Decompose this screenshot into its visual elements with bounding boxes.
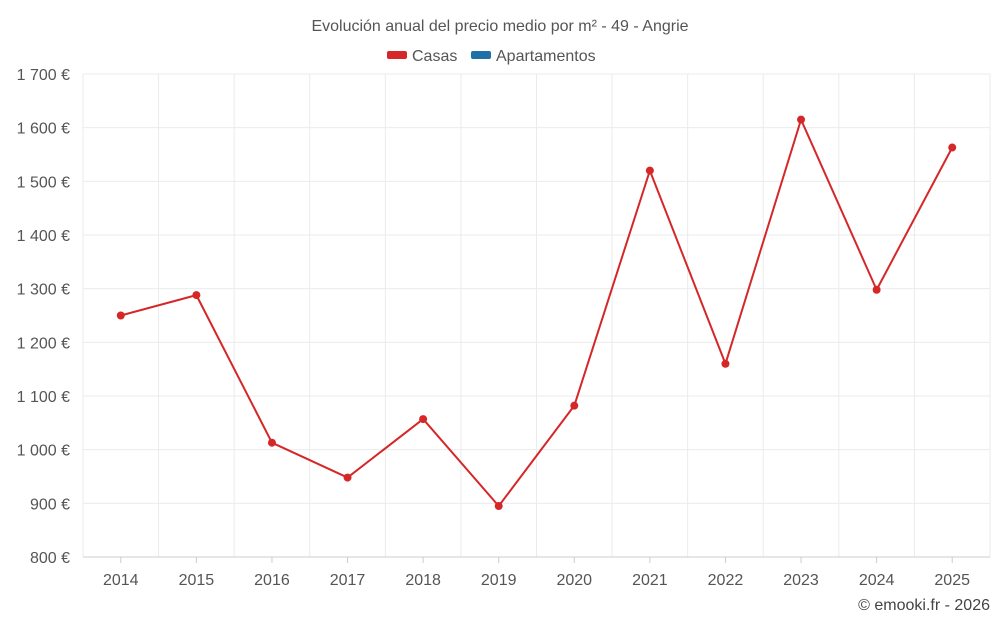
y-tick-label: 1 700 € xyxy=(17,67,70,84)
x-tick-label: 2019 xyxy=(481,572,517,589)
y-tick-label: 1 300 € xyxy=(17,282,70,299)
data-point[interactable] xyxy=(570,401,579,410)
x-tick-label: 2016 xyxy=(254,572,290,589)
data-point[interactable] xyxy=(872,285,881,294)
x-tick-label: 2023 xyxy=(783,572,819,589)
y-tick-label: 900 € xyxy=(30,496,70,513)
series-casas xyxy=(116,115,957,511)
x-tick-label: 2020 xyxy=(556,572,592,589)
data-point[interactable] xyxy=(419,415,428,424)
data-point[interactable] xyxy=(343,473,352,482)
y-tick-label: 1 200 € xyxy=(17,335,70,352)
data-point[interactable] xyxy=(948,143,957,152)
y-tick-label: 1 400 € xyxy=(17,228,70,245)
axes: 800 € 900 € 1 000 € 1 100 € 1 200 € 1 300 € 1 … xyxy=(17,67,990,589)
data-point[interactable] xyxy=(645,166,654,175)
data-point[interactable] xyxy=(797,115,806,124)
data-point[interactable] xyxy=(494,502,503,511)
x-tick-label: 2015 xyxy=(179,572,215,589)
x-tick-label: 2024 xyxy=(859,572,895,589)
data-point[interactable] xyxy=(267,438,276,447)
legend: Casas Apartamentos xyxy=(387,48,596,65)
y-tick-label: 1 500 € xyxy=(17,174,70,191)
legend-label-casas: Casas xyxy=(412,48,457,65)
series-line xyxy=(120,118,954,508)
data-point[interactable] xyxy=(721,359,730,368)
legend-label-apartamentos: Apartamentos xyxy=(496,48,596,65)
grid xyxy=(82,73,991,557)
y-tick-label: 1 100 € xyxy=(17,389,70,406)
y-tick-label: 1 000 € xyxy=(17,443,70,460)
x-tick-label: 2021 xyxy=(632,572,668,589)
x-tick-label: 2014 xyxy=(103,572,139,589)
data-point[interactable] xyxy=(192,291,201,300)
x-tick-label: 2022 xyxy=(708,572,744,589)
data-point[interactable] xyxy=(116,311,125,320)
y-tick-label: 1 600 € xyxy=(17,121,70,138)
x-tick-label: 2018 xyxy=(405,572,441,589)
legend-item-apartamentos[interactable]: Apartamentos xyxy=(471,48,596,65)
legend-item-casas[interactable]: Casas xyxy=(387,48,457,65)
y-tick-label: 800 € xyxy=(30,550,70,567)
legend-swatch-casas xyxy=(387,51,407,59)
chart-title: Evolución anual del precio medio por m² … xyxy=(311,18,688,35)
x-tick-label: 2025 xyxy=(934,572,970,589)
legend-swatch-apartamentos xyxy=(471,51,491,59)
credit: © emooki.fr - 2026 xyxy=(858,597,990,614)
x-tick-label: 2017 xyxy=(330,572,366,589)
